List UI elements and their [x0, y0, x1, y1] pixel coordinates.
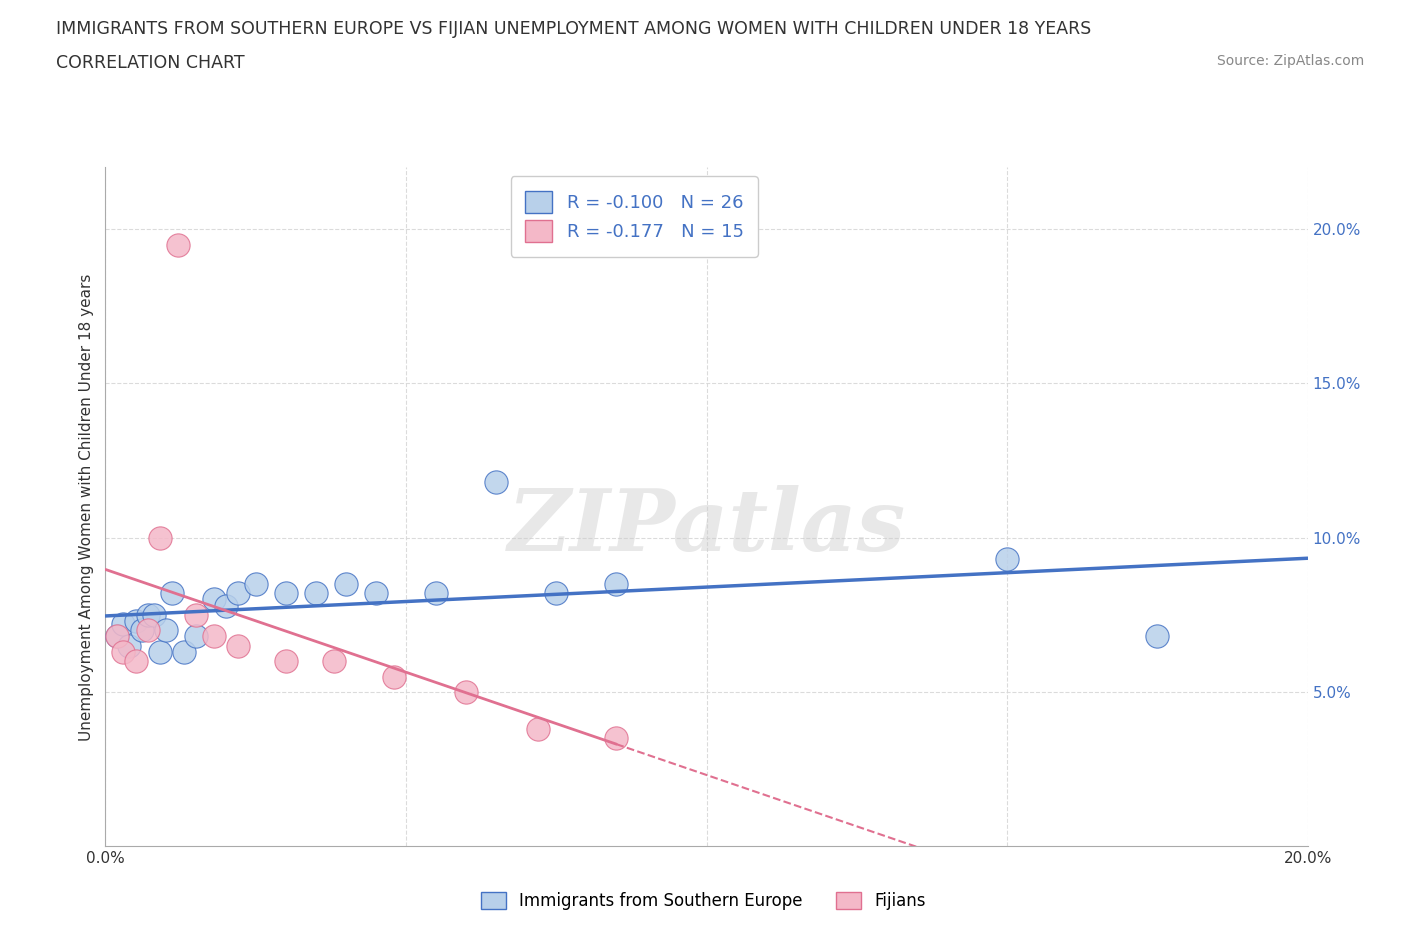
Y-axis label: Unemployment Among Women with Children Under 18 years: Unemployment Among Women with Children U…: [79, 273, 94, 740]
Point: [160, 586, 183, 601]
Point: [118, 638, 141, 653]
Legend: R = -0.100   N = 26, R = -0.177   N = 15: R = -0.100 N = 26, R = -0.177 N = 15: [510, 177, 758, 257]
Text: IMMIGRANTS FROM SOUTHERN EUROPE VS FIJIAN UNEMPLOYMENT AMONG WOMEN WITH CHILDREN: IMMIGRANTS FROM SOUTHERN EUROPE VS FIJIA…: [56, 20, 1091, 38]
Point: [335, 577, 357, 591]
Point: [1146, 629, 1168, 644]
Point: [124, 614, 146, 629]
Point: [245, 577, 267, 591]
Text: CORRELATION CHART: CORRELATION CHART: [56, 54, 245, 72]
Point: [184, 607, 207, 622]
Point: [485, 474, 508, 489]
Point: [454, 684, 477, 699]
Point: [173, 644, 195, 659]
Point: [107, 629, 129, 644]
Point: [155, 623, 177, 638]
Point: [107, 629, 129, 644]
Point: [527, 722, 550, 737]
Point: [425, 586, 447, 601]
Point: [364, 586, 387, 601]
Point: [274, 654, 297, 669]
Point: [305, 586, 328, 601]
Point: [148, 530, 170, 545]
Point: [605, 577, 627, 591]
Text: Source: ZipAtlas.com: Source: ZipAtlas.com: [1216, 54, 1364, 68]
Point: [136, 623, 159, 638]
Point: [202, 592, 225, 607]
Point: [112, 644, 135, 659]
Point: [274, 586, 297, 601]
Point: [214, 598, 236, 613]
Point: [148, 644, 170, 659]
Point: [112, 617, 135, 631]
Point: [166, 237, 188, 252]
Point: [995, 551, 1018, 566]
Point: [142, 607, 165, 622]
Text: ZIPatlas: ZIPatlas: [508, 485, 905, 569]
Point: [184, 629, 207, 644]
Point: [605, 731, 627, 746]
Point: [226, 638, 249, 653]
Point: [124, 654, 146, 669]
Legend: Immigrants from Southern Europe, Fijians: Immigrants from Southern Europe, Fijians: [474, 885, 932, 917]
Point: [322, 654, 344, 669]
Point: [131, 623, 153, 638]
Point: [202, 629, 225, 644]
Point: [546, 586, 568, 601]
Point: [382, 670, 405, 684]
Point: [136, 607, 159, 622]
Point: [226, 586, 249, 601]
